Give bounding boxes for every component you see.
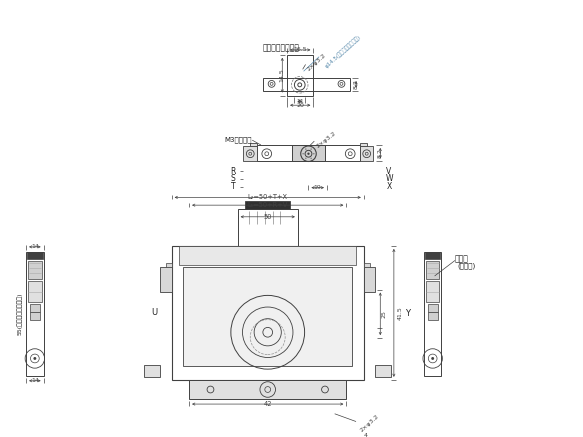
Bar <box>28 281 41 302</box>
Text: L₁=50+R+V: L₁=50+R+V <box>248 202 288 208</box>
Text: 8.2: 8.2 <box>378 148 383 158</box>
Bar <box>238 209 298 246</box>
Text: 42: 42 <box>264 401 272 407</box>
Text: V: V <box>387 166 392 176</box>
Text: 41.5: 41.5 <box>397 306 402 320</box>
Bar <box>428 312 437 319</box>
Bar <box>375 365 391 377</box>
Text: 20: 20 <box>296 103 304 108</box>
Bar <box>244 146 257 160</box>
Bar <box>160 267 171 291</box>
Bar <box>425 252 440 260</box>
Bar <box>166 264 171 267</box>
Circle shape <box>305 158 307 159</box>
Circle shape <box>307 153 310 155</box>
Circle shape <box>431 357 434 360</box>
Bar <box>292 145 325 162</box>
Bar <box>183 267 352 366</box>
Bar <box>171 246 364 380</box>
Text: M3ねじ用穴: M3ねじ用穴 <box>224 137 252 143</box>
Bar <box>428 304 437 312</box>
Circle shape <box>33 357 36 360</box>
Bar <box>263 78 350 90</box>
Text: 14.5: 14.5 <box>280 68 285 82</box>
Text: 2×φ3.2: 2×φ3.2 <box>359 414 380 433</box>
Text: 16.5: 16.5 <box>293 47 307 52</box>
Text: L₂=50+T+X: L₂=50+T+X <box>248 194 288 201</box>
Text: T: T <box>230 182 235 191</box>
Circle shape <box>303 153 304 155</box>
Text: (付属品): (付属品) <box>457 262 475 269</box>
Bar <box>26 252 44 376</box>
Bar <box>27 252 43 260</box>
Bar <box>426 281 440 302</box>
Bar <box>364 264 370 267</box>
Circle shape <box>313 153 315 155</box>
Text: 11: 11 <box>296 99 304 104</box>
Text: 19: 19 <box>314 185 322 190</box>
Bar <box>180 246 356 265</box>
Text: 55(ハンドルロック時): 55(ハンドルロック時) <box>16 293 22 335</box>
Circle shape <box>310 158 312 159</box>
Bar <box>426 261 440 279</box>
Text: 8.2: 8.2 <box>353 80 359 89</box>
Circle shape <box>310 148 312 150</box>
Text: 25: 25 <box>382 310 387 318</box>
Text: 50: 50 <box>264 214 272 220</box>
Bar <box>287 55 313 96</box>
Text: 圧力計: 圧力計 <box>455 254 469 263</box>
Text: 4: 4 <box>364 433 368 437</box>
Text: 14: 14 <box>31 378 39 383</box>
Bar <box>189 380 346 399</box>
Bar <box>245 201 290 209</box>
Bar <box>360 143 367 146</box>
Bar <box>364 267 375 291</box>
Text: S: S <box>230 174 235 184</box>
Text: W: W <box>385 174 393 184</box>
Bar <box>250 143 257 146</box>
Text: X: X <box>387 182 392 191</box>
Text: 2×φ3.2: 2×φ3.2 <box>315 131 337 149</box>
Text: 14: 14 <box>31 244 39 250</box>
Bar <box>257 145 360 162</box>
Text: 2×φ3.2: 2×φ3.2 <box>307 53 327 72</box>
Bar <box>28 261 41 279</box>
Bar <box>360 146 374 160</box>
Text: Y: Y <box>405 309 410 318</box>
Circle shape <box>305 148 307 150</box>
Text: φ14.5(圧力計付きの場合): φ14.5(圧力計付きの場合) <box>324 35 362 69</box>
Bar <box>30 304 40 312</box>
Bar <box>30 312 40 319</box>
Text: パネルカット寸法: パネルカット寸法 <box>263 43 300 52</box>
Bar <box>145 365 160 377</box>
Text: R: R <box>230 166 236 176</box>
Bar <box>424 252 441 376</box>
Text: U: U <box>151 309 157 317</box>
